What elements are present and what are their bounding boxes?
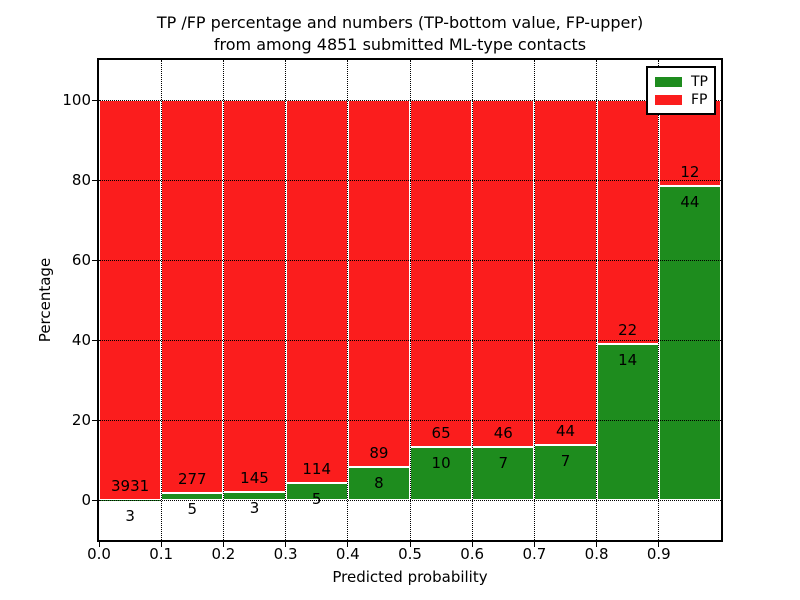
- grid-line-vertical: [596, 60, 598, 540]
- x-tick: [285, 542, 287, 547]
- grid-line-horizontal: [99, 499, 721, 501]
- plot-area: 3931 3 277 5 145 3 114 5 89 8 65 10 46 7 44 7 22 14 12 44: [97, 58, 723, 542]
- chart-title-line2: from among 4851 submitted ML-type contac…: [213, 35, 587, 54]
- grid-line-horizontal: [99, 339, 721, 341]
- bar-segment-fp: [472, 100, 535, 448]
- fp-count-label: 65: [431, 423, 451, 442]
- x-tick-label: 0.1: [149, 545, 174, 563]
- fp-count-label: 145: [240, 468, 269, 487]
- grid-line-vertical: [409, 60, 411, 540]
- bar-segment-tp: [223, 491, 286, 500]
- y-tick-label: 20: [71, 411, 91, 429]
- x-tick: [533, 542, 535, 547]
- y-axis-label: Percentage: [36, 257, 54, 343]
- bar-segment-tp: [472, 447, 535, 500]
- legend: TP FP: [646, 66, 716, 115]
- grid-line-vertical: [222, 60, 224, 540]
- bar-segment-tp: [410, 446, 473, 500]
- x-tick-label: 0.4: [335, 545, 360, 563]
- bar-segment-fp: [347, 100, 410, 467]
- bar-segment-fp: [285, 100, 348, 484]
- bar-segment-fp: [161, 100, 224, 493]
- x-tick: [471, 542, 473, 547]
- grid-line-vertical: [533, 60, 535, 540]
- bar-segment-tp: [596, 344, 659, 500]
- tp-count-label: 44: [680, 192, 700, 211]
- bar-segment-fp: [99, 100, 162, 500]
- legend-label-fp: FP: [691, 92, 708, 108]
- x-tick: [596, 542, 598, 547]
- y-tick-label: 100: [62, 91, 91, 109]
- fp-count-label: 12: [680, 162, 700, 181]
- bar-segment-fp: [223, 100, 286, 492]
- x-tick: [658, 542, 660, 547]
- chart-title-line1: TP /FP percentage and numbers (TP-bottom…: [156, 13, 644, 32]
- x-tick: [160, 542, 162, 547]
- grid-line-horizontal: [99, 259, 721, 261]
- y-tick: [92, 179, 98, 181]
- x-tick-label: 0.0: [87, 545, 111, 563]
- tp-count-label: 3: [249, 498, 260, 517]
- y-tick-label: 80: [71, 171, 91, 189]
- tp-count-label: 14: [618, 351, 638, 370]
- x-tick-label: 0.2: [211, 545, 236, 563]
- x-tick-label: 0.5: [398, 545, 422, 563]
- x-tick: [409, 542, 411, 547]
- fp-count-label: 44: [555, 422, 576, 441]
- y-tick: [92, 499, 98, 501]
- y-tick-label: 60: [71, 251, 91, 269]
- tp-count-label: 5: [311, 490, 322, 509]
- tp-count-label: 5: [187, 499, 198, 518]
- y-tick: [92, 99, 98, 101]
- bar-segment-tp: [161, 492, 224, 500]
- bar-segment-fp: [534, 100, 597, 446]
- fp-count-label: 22: [618, 321, 638, 340]
- grid-line-vertical: [658, 60, 660, 540]
- x-tick-label: 0.9: [646, 545, 671, 563]
- grid-line-horizontal: [99, 419, 721, 421]
- grid-line-vertical: [347, 60, 349, 540]
- tp-count-label: 8: [374, 474, 384, 492]
- fp-count-label: 46: [493, 424, 513, 443]
- tp-count-label: 3: [125, 506, 135, 525]
- bar-segment-tp: [347, 467, 410, 500]
- tp-count-label: 10: [431, 453, 451, 472]
- grid-line-horizontal: [99, 179, 721, 181]
- bar-segment-tp: [285, 483, 348, 500]
- grid-line-vertical: [471, 60, 473, 540]
- y-tick: [92, 259, 98, 261]
- legend-swatch-fp: [655, 95, 682, 105]
- x-tick: [222, 542, 224, 547]
- grid-line-vertical: [285, 60, 287, 540]
- fp-count-label: 277: [177, 469, 207, 488]
- tp-count-label: 7: [560, 452, 571, 471]
- legend-row-tp: TP: [648, 73, 714, 91]
- x-tick-label: 0.6: [460, 545, 485, 563]
- y-tick-label: 0: [81, 491, 91, 509]
- x-tick-label: 0.3: [273, 545, 298, 563]
- bar-segment-tp: [658, 185, 721, 500]
- x-tick: [98, 542, 100, 547]
- grid-line-vertical: [160, 60, 162, 540]
- legend-row-fp: FP: [648, 91, 714, 109]
- bar-segment-fp: [596, 100, 659, 345]
- y-tick: [92, 339, 98, 341]
- legend-label-tp: TP: [691, 74, 708, 90]
- tp-count-label: 7: [498, 454, 509, 473]
- fp-count-label: 3931: [111, 476, 150, 495]
- fp-count-label: 114: [302, 460, 331, 479]
- y-tick: [92, 419, 98, 421]
- y-tick-label: 40: [71, 331, 91, 349]
- chart-title: TP /FP percentage and numbers (TP-bottom…: [0, 12, 800, 56]
- x-axis-label: Predicted probability: [332, 568, 488, 586]
- bar-segment-tp: [534, 445, 597, 500]
- legend-swatch-tp: [655, 77, 682, 87]
- fp-count-label: 89: [369, 444, 389, 462]
- grid-line-horizontal: [99, 99, 721, 101]
- bar-segment-fp: [410, 100, 473, 447]
- x-tick-label: 0.8: [584, 545, 609, 563]
- x-tick-label: 0.7: [522, 545, 547, 563]
- x-tick: [347, 542, 349, 547]
